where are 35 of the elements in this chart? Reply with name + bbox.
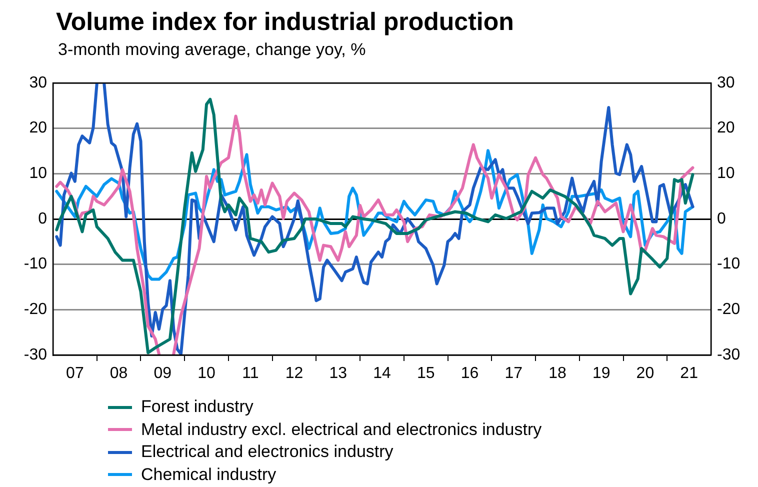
x-tick-label: 14	[373, 365, 391, 382]
y2-tick-label: 0	[717, 210, 726, 228]
y2-tick-label: -10	[717, 256, 740, 273]
x-tick-label: 12	[285, 365, 304, 382]
x-tick-label: 11	[242, 365, 259, 382]
x-tick-label: 10	[198, 365, 216, 382]
x-tick-label: 07	[66, 365, 84, 382]
y-tick-label: -30	[24, 346, 48, 364]
y-tick-label: 30	[29, 74, 48, 92]
y2-tick-label: 20	[717, 120, 735, 137]
y2-tick-label: 10	[717, 165, 735, 182]
x-tick-label: 17	[504, 365, 523, 382]
x-tick-label: 19	[592, 365, 610, 382]
x-tick-label: 08	[110, 365, 128, 382]
y-tick-label: 10	[29, 165, 48, 182]
y2-tick-label: -30	[717, 346, 740, 364]
chart-subtitle: 3-month moving average, change yoy, %	[58, 40, 366, 60]
y2-tick-label: 30	[717, 74, 735, 92]
legend-label: Chemical industry	[141, 464, 276, 485]
x-tick-label: 21	[680, 365, 698, 382]
legend-label: Metal industry excl. electrical and electronics industry	[141, 420, 542, 440]
x-tick-label: 15	[416, 365, 435, 382]
y-tick-label: -10	[24, 256, 48, 273]
x-tick-label: 13	[329, 365, 348, 382]
y-tick-label: 20	[29, 120, 48, 137]
x-tick-label: 16	[460, 365, 479, 382]
x-tick-label: 20	[636, 365, 654, 382]
x-tick-label: 09	[154, 365, 172, 382]
y-tick-label: 0	[38, 210, 48, 228]
x-tick-label: 18	[548, 365, 566, 382]
legend-label: Forest industry	[141, 397, 254, 418]
y2-tick-label: -20	[717, 301, 740, 318]
y-tick-label: -20	[24, 301, 48, 318]
chart-title: Volume index for industrial production	[56, 8, 514, 37]
legend-label: Electrical and electronics industry	[141, 442, 394, 462]
